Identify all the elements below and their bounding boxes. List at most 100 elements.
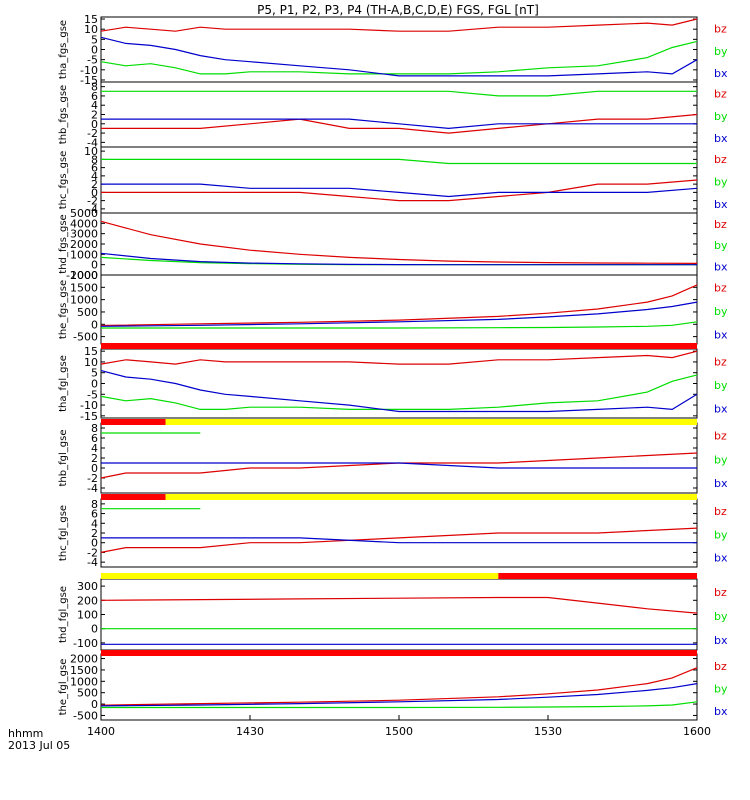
- status-bar-segment: [101, 650, 697, 656]
- legend-label-by: by: [714, 239, 728, 252]
- series-line-by: [101, 90, 697, 97]
- x-axis: 1400 1430 1500 1530 1600: [87, 715, 711, 738]
- series-line-bx: [101, 537, 697, 544]
- y-tick-label: 300: [77, 580, 98, 593]
- legend-label-bx: bx: [714, 328, 728, 341]
- y-tick-label: -15: [80, 410, 98, 423]
- panel-frame: [100, 212, 698, 276]
- y-tick-label: 1500: [70, 664, 98, 677]
- series-line-bz: [101, 179, 698, 202]
- y-tick-label: 6: [91, 508, 98, 521]
- y-axis-label: thb_fgl_gse: [58, 430, 69, 487]
- legend-label-bz: bz: [714, 153, 727, 166]
- y-tick-label: 2: [91, 109, 98, 122]
- y-tick-label: -4: [87, 482, 98, 495]
- y-tick-label: 15: [84, 345, 98, 358]
- y-tick-label: 4: [91, 442, 98, 455]
- legend-label-bx: bx: [714, 198, 728, 211]
- y-axis-label: tha_fgs_gse: [58, 20, 69, 79]
- y-tick-label: -4: [87, 556, 98, 569]
- y-tick-label: -5: [87, 54, 98, 67]
- status-bar-segment: [101, 343, 697, 349]
- y-axis-label: thd_fgs_gse: [58, 214, 69, 273]
- y-tick-label: 4: [91, 517, 98, 530]
- y-tick-label: 6: [91, 162, 98, 175]
- y-tick-label: 1000: [70, 675, 98, 688]
- legend-label-bx: bx: [714, 551, 728, 564]
- panel-frame: [100, 146, 698, 214]
- status-bar-segment: [165, 494, 698, 500]
- y-tick-label: -2: [87, 472, 98, 485]
- legend-label-bx: bx: [714, 402, 728, 415]
- y-tick-label: 8: [91, 153, 98, 166]
- legend-label-bz: bz: [714, 281, 727, 294]
- y-tick-label: 2000: [70, 238, 98, 251]
- y-tick-label: 8: [91, 498, 98, 511]
- y-tick-label: 0: [91, 318, 98, 331]
- y-tick-label: 5: [91, 367, 98, 380]
- panel-frame: [100, 653, 698, 721]
- y-tick-label: 4000: [70, 217, 98, 230]
- y-axis-label: thb_fgs_gse: [58, 85, 69, 144]
- y-tick-label: -100: [73, 637, 98, 650]
- legend-label-bx: bx: [714, 477, 728, 490]
- y-tick-label: 6: [91, 90, 98, 103]
- y-tick-label: 5000: [70, 207, 98, 220]
- legend-label-bx: bx: [714, 132, 728, 145]
- y-tick-label: 3000: [70, 228, 98, 241]
- legend-label-by: by: [714, 453, 728, 466]
- y-tick-label: -500: [73, 331, 98, 344]
- y-tick-label: 15: [84, 13, 98, 26]
- y-tick-label: 0: [91, 537, 98, 550]
- y-tick-label: -2: [87, 546, 98, 559]
- y-axis-label: thd_fgl_gse: [58, 586, 69, 643]
- y-tick-label: 0: [91, 259, 98, 272]
- y-tick-label: 1000: [70, 294, 98, 307]
- y-tick-label: 200: [77, 594, 98, 607]
- status-bar-segment: [101, 494, 166, 500]
- series-line-bx: [101, 462, 697, 469]
- status-bar-segment: [165, 419, 698, 425]
- y-tick-label: -1000: [66, 269, 98, 282]
- legend-label-by: by: [714, 610, 728, 623]
- legend-label-bz: bz: [714, 355, 727, 368]
- legend-label-by: by: [714, 305, 728, 318]
- legend-label-by: by: [714, 110, 728, 123]
- legend-label-by: by: [714, 45, 728, 58]
- y-tick-label: -2: [87, 127, 98, 140]
- x-axis-label-line1: hhmm: [8, 727, 43, 740]
- y-tick-label: 10: [84, 23, 98, 36]
- y-tick-label: 500: [77, 687, 98, 700]
- y-tick-label: -5: [87, 388, 98, 401]
- series-line-by: [100, 40, 698, 75]
- status-bar-segment: [101, 419, 166, 425]
- series-line-bz: [100, 452, 698, 479]
- legend-label-by: by: [714, 379, 728, 392]
- y-tick-label: 2: [91, 452, 98, 465]
- panel-frame: [100, 348, 698, 419]
- y-tick-label: 500: [77, 306, 98, 319]
- panel-frame: [100, 578, 698, 651]
- y-tick-label: 2000: [70, 269, 98, 282]
- series-line-bz: [100, 667, 698, 706]
- legend-label-bx: bx: [714, 260, 728, 273]
- y-axis-label: the_fgl_gse: [58, 659, 69, 716]
- series-line-bx: [101, 183, 698, 198]
- x-axis-label-line2: 2013 Jul 05: [8, 739, 70, 752]
- series-line-bz: [100, 596, 698, 614]
- series-line-bz: [100, 350, 698, 365]
- y-tick-label: 100: [77, 609, 98, 622]
- series-line-bz: [100, 220, 698, 264]
- series-line-bx: [101, 118, 697, 130]
- x-tick-label: 1430: [236, 725, 264, 738]
- y-tick-label: 4: [91, 99, 98, 112]
- legend-label-bz: bz: [714, 660, 727, 673]
